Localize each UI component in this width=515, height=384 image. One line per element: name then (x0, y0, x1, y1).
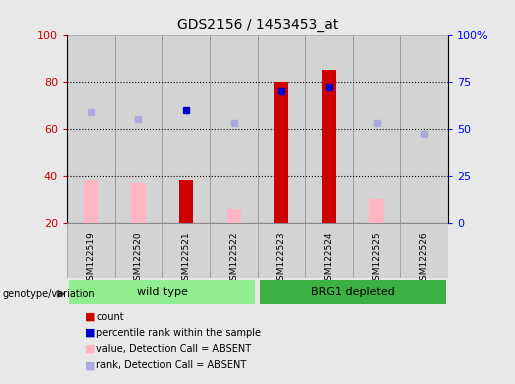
Text: percentile rank within the sample: percentile rank within the sample (96, 328, 261, 338)
Bar (210, 35, 258, 223)
Text: GSM122524: GSM122524 (324, 231, 333, 286)
Bar (131, 183, 146, 223)
Bar (369, 199, 384, 223)
Text: value, Detection Call = ABSENT: value, Detection Call = ABSENT (96, 344, 251, 354)
Bar (258, 223, 305, 278)
Bar (305, 35, 353, 223)
Bar (258, 35, 305, 223)
Text: GSM122522: GSM122522 (229, 231, 238, 286)
Bar (83, 180, 98, 223)
Bar (179, 180, 193, 223)
Bar (162, 223, 210, 278)
Text: GSM122521: GSM122521 (182, 231, 191, 286)
Bar (274, 82, 288, 223)
Text: GSM122520: GSM122520 (134, 231, 143, 286)
Bar (210, 223, 258, 278)
Text: genotype/variation: genotype/variation (3, 289, 95, 299)
Text: ■: ■ (85, 312, 95, 322)
Text: GSM122525: GSM122525 (372, 231, 381, 286)
Text: ■: ■ (85, 360, 95, 370)
Text: rank, Detection Call = ABSENT: rank, Detection Call = ABSENT (96, 360, 247, 370)
Text: GSM122523: GSM122523 (277, 231, 286, 286)
Bar (305, 223, 353, 278)
Bar (70, 280, 255, 304)
Bar (227, 209, 241, 223)
Title: GDS2156 / 1453453_at: GDS2156 / 1453453_at (177, 18, 338, 32)
Bar (322, 70, 336, 223)
Bar (353, 35, 401, 223)
Text: wild type: wild type (137, 287, 187, 297)
Bar (114, 223, 162, 278)
Bar (401, 35, 448, 223)
Bar (67, 35, 115, 223)
Text: BRG1 depleted: BRG1 depleted (311, 287, 394, 297)
Bar (162, 35, 210, 223)
Bar (67, 223, 115, 278)
Bar (353, 223, 401, 278)
Bar (114, 35, 162, 223)
Text: count: count (96, 312, 124, 322)
Text: ■: ■ (85, 328, 95, 338)
Text: GSM122526: GSM122526 (420, 231, 428, 286)
Bar (260, 280, 445, 304)
Text: ■: ■ (85, 344, 95, 354)
Bar (401, 223, 448, 278)
Text: GSM122519: GSM122519 (87, 231, 95, 286)
